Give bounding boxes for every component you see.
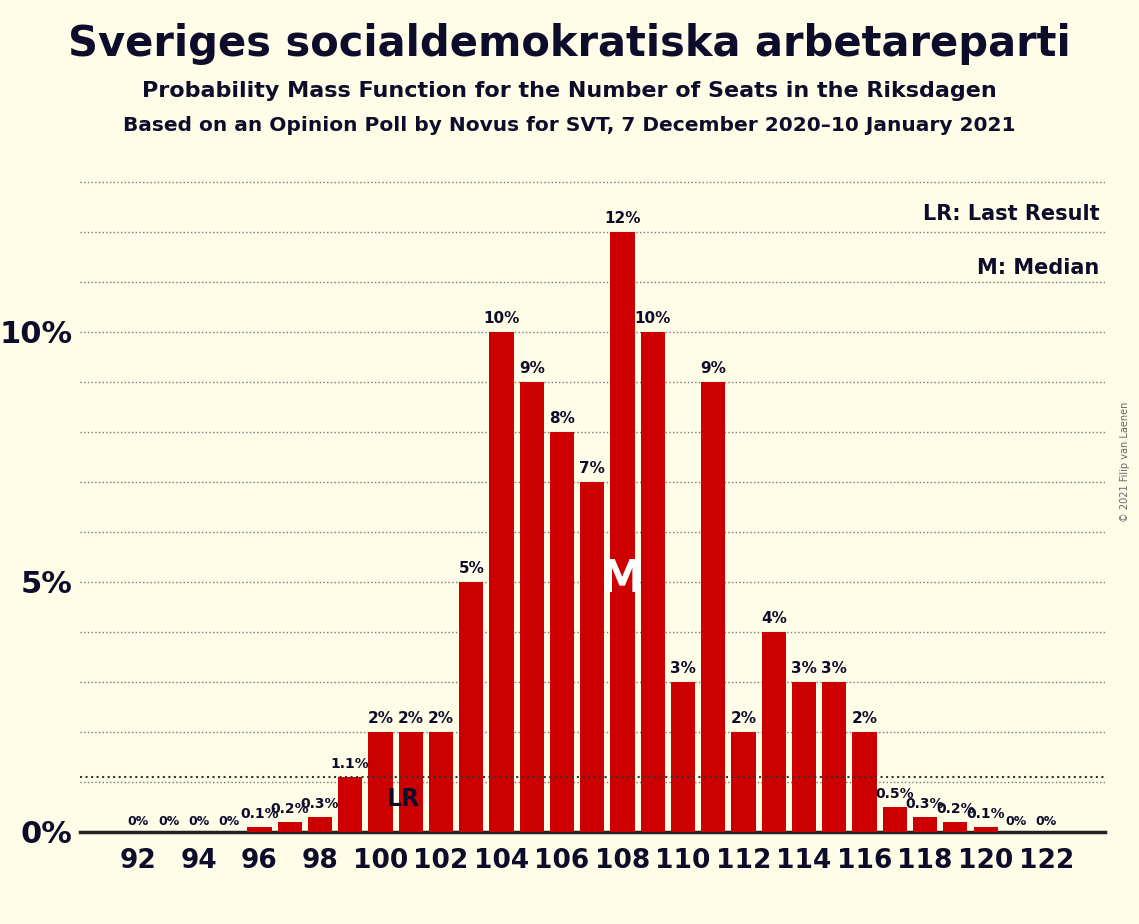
Text: M: Median: M: Median	[977, 259, 1099, 278]
Text: 2%: 2%	[428, 711, 454, 725]
Bar	[368, 732, 393, 832]
Text: 12%: 12%	[605, 211, 641, 226]
Text: M: M	[600, 558, 645, 602]
Text: 0%: 0%	[158, 815, 179, 828]
Bar	[792, 682, 817, 832]
Bar	[943, 821, 967, 832]
Text: 1.1%: 1.1%	[330, 757, 369, 771]
Bar	[550, 432, 574, 832]
Bar	[580, 481, 605, 832]
Bar	[974, 827, 998, 832]
Text: 3%: 3%	[792, 661, 817, 675]
Text: Sveriges socialdemokratiska arbetareparti: Sveriges socialdemokratiska arbetarepart…	[68, 23, 1071, 65]
Bar	[519, 382, 543, 832]
Text: 3%: 3%	[670, 661, 696, 675]
Bar	[459, 582, 483, 832]
Text: 10%: 10%	[483, 311, 519, 326]
Bar	[338, 777, 362, 832]
Bar	[399, 732, 423, 832]
Text: 0.2%: 0.2%	[936, 802, 975, 816]
Text: 0%: 0%	[188, 815, 210, 828]
Text: 3%: 3%	[821, 661, 847, 675]
Bar	[822, 682, 846, 832]
Text: Probability Mass Function for the Number of Seats in the Riksdagen: Probability Mass Function for the Number…	[142, 81, 997, 102]
Text: 2%: 2%	[398, 711, 424, 725]
Bar	[702, 382, 726, 832]
Text: 0.2%: 0.2%	[270, 802, 309, 816]
Text: 5%: 5%	[458, 561, 484, 576]
Bar	[762, 632, 786, 832]
Bar	[490, 332, 514, 832]
Bar	[278, 821, 302, 832]
Text: 2%: 2%	[852, 711, 877, 725]
Text: 2%: 2%	[368, 711, 393, 725]
Text: LR: LR	[386, 786, 419, 810]
Bar	[641, 332, 665, 832]
Text: 0.5%: 0.5%	[876, 786, 915, 800]
Text: 9%: 9%	[519, 361, 544, 376]
Bar	[913, 817, 937, 832]
Bar	[883, 807, 907, 832]
Text: 4%: 4%	[761, 611, 787, 626]
Bar	[852, 732, 877, 832]
Text: 0.3%: 0.3%	[301, 796, 339, 810]
Text: 0.1%: 0.1%	[240, 807, 279, 821]
Bar	[731, 732, 755, 832]
Text: 0%: 0%	[128, 815, 149, 828]
Text: 0%: 0%	[1006, 815, 1026, 828]
Text: 10%: 10%	[634, 311, 671, 326]
Text: 2%: 2%	[730, 711, 756, 725]
Bar	[247, 827, 271, 832]
Text: 0.3%: 0.3%	[906, 796, 944, 810]
Text: Based on an Opinion Poll by Novus for SVT, 7 December 2020–10 January 2021: Based on an Opinion Poll by Novus for SV…	[123, 116, 1016, 136]
Text: 0.1%: 0.1%	[966, 807, 1005, 821]
Text: 8%: 8%	[549, 411, 575, 426]
Text: © 2021 Filip van Laenen: © 2021 Filip van Laenen	[1121, 402, 1130, 522]
Bar	[671, 682, 695, 832]
Text: LR: Last Result: LR: Last Result	[923, 204, 1099, 225]
Bar	[308, 817, 333, 832]
Text: 7%: 7%	[580, 461, 605, 476]
Text: 0%: 0%	[1035, 815, 1057, 828]
Text: 0%: 0%	[219, 815, 240, 828]
Text: 9%: 9%	[700, 361, 727, 376]
Bar	[429, 732, 453, 832]
Bar	[611, 232, 634, 832]
